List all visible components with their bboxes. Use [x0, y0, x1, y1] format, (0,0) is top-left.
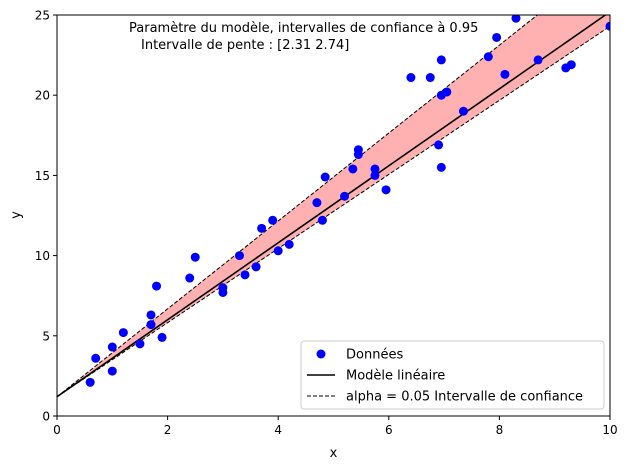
y-tick-label: 15: [35, 169, 50, 183]
y-tick-label: 20: [35, 89, 50, 103]
data-point: [425, 73, 435, 83]
data-point: [458, 106, 468, 116]
y-tick-label: 5: [42, 329, 50, 343]
x-tick-label: 2: [164, 423, 172, 437]
data-point: [436, 162, 446, 172]
data-point: [511, 15, 521, 23]
data-point: [146, 320, 156, 330]
data-point: [240, 270, 250, 280]
data-point: [107, 366, 117, 376]
data-point: [273, 246, 283, 256]
x-tick-label: 6: [385, 423, 393, 437]
data-point: [406, 73, 416, 83]
data-point: [85, 377, 95, 387]
confidence-band-lower-edge: [57, 25, 610, 398]
data-point: [348, 164, 358, 174]
data-point: [605, 21, 610, 31]
data-point: [381, 185, 391, 195]
data-point: [135, 339, 145, 349]
data-point: [434, 140, 444, 150]
data-point: [312, 198, 322, 208]
data-point: [320, 172, 330, 182]
y-tick-label: 10: [35, 249, 50, 263]
legend: Données Modèle linéaire alpha = 0.05 Int…: [300, 340, 605, 410]
y-tick-label: 25: [35, 9, 50, 23]
data-point: [257, 223, 267, 233]
legend-label-model: Modèle linéaire: [346, 369, 445, 384]
legend-label-data: Données: [346, 348, 403, 363]
data-point: [218, 283, 228, 293]
x-axis-label: x: [330, 446, 338, 461]
data-point: [500, 69, 510, 79]
x-tick-label: 0: [53, 423, 61, 437]
annotation-line-1: Paramètre du modèle, intervalles de conf…: [129, 21, 478, 36]
data-point: [483, 52, 493, 62]
y-axis-label: y: [9, 211, 24, 219]
data-point: [251, 262, 261, 272]
legend-label-interval: alpha = 0.05 Intervalle de confiance: [346, 390, 583, 405]
data-point: [146, 310, 156, 320]
model-line: [57, 15, 607, 398]
data-point: [234, 251, 244, 261]
data-point: [91, 353, 101, 363]
data-point: [370, 170, 380, 180]
data-point: [284, 239, 294, 249]
data-point: [185, 273, 195, 283]
legend-box: [300, 340, 605, 410]
legend-marker-icon: [316, 349, 326, 359]
plot-frame: [56, 14, 611, 417]
data-point: [436, 55, 446, 65]
data-point: [492, 32, 502, 42]
data-point: [107, 342, 117, 352]
data-point: [566, 60, 576, 70]
x-tick-label: 8: [496, 423, 504, 437]
data-point: [442, 87, 452, 97]
data-point: [268, 215, 278, 225]
data-point: [317, 215, 327, 225]
data-point: [353, 145, 363, 155]
data-point: [340, 191, 350, 201]
data-point: [118, 328, 128, 338]
data-point: [533, 55, 543, 65]
x-tick-label: 4: [274, 423, 282, 437]
data-point: [370, 164, 380, 174]
x-tick-label: 10: [602, 423, 617, 437]
y-tick-label: 0: [42, 410, 50, 424]
data-point: [152, 281, 162, 291]
data-point: [157, 332, 167, 342]
data-point: [190, 252, 200, 262]
annotation-line-2: Intervalle de pente : [2.31 2.74]: [141, 38, 349, 53]
